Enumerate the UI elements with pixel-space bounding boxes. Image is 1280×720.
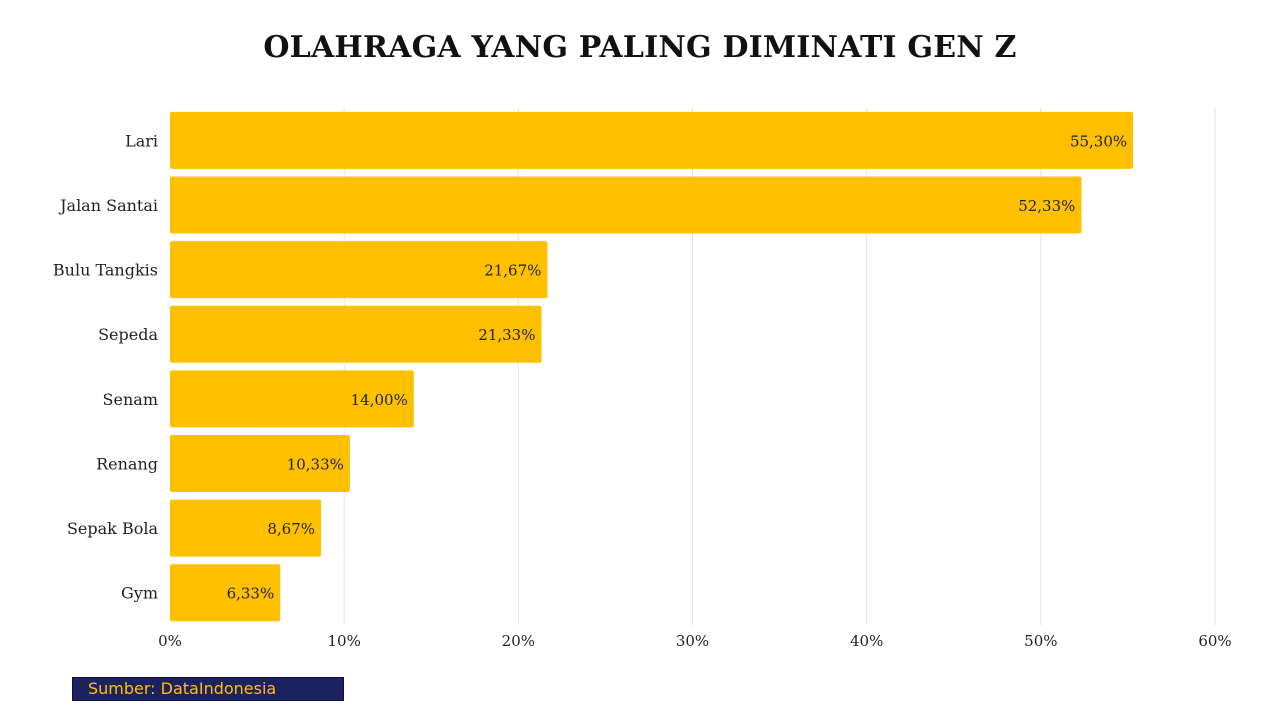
category-label: Sepeda (98, 325, 158, 344)
x-tick-label: 10% (327, 632, 360, 650)
value-label: 21,67% (484, 262, 541, 280)
category-labels: Lari Jalan Santai Bulu Tangkis Sepeda Senam R… (53, 131, 159, 602)
chart-title: OLAHRAGA YANG PALING DIMINATI GEN Z (263, 30, 1017, 65)
bar-jalan-santai (170, 176, 1082, 234)
x-tick-label: 60% (1198, 632, 1231, 650)
value-label: 21,33% (478, 326, 535, 344)
x-tick-label: 50% (1024, 632, 1057, 650)
x-tick-label: 30% (676, 632, 709, 650)
bar-bulu-tangkis (170, 241, 548, 299)
category-label: Jalan Santai (58, 196, 158, 215)
bar-lari (170, 111, 1134, 169)
source-label: Sumber: DataIndonesia (72, 677, 344, 701)
bar-sepeda (170, 305, 542, 363)
x-axis-ticks: 0% 10% 20% 30% 40% 50% 60% (158, 632, 1232, 650)
x-tick-label: 20% (502, 632, 535, 650)
bar-sepak-bola (170, 499, 322, 557)
bars (170, 111, 1134, 622)
bar-senam (170, 370, 414, 428)
category-label: Sepak Bola (67, 519, 159, 538)
value-label: 10,33% (287, 455, 344, 473)
category-label: Gym (121, 584, 158, 603)
category-label: Lari (125, 131, 158, 150)
x-tick-label: 0% (158, 632, 182, 650)
value-label: 6,33% (227, 585, 275, 603)
value-label: 8,67% (267, 520, 315, 538)
bar-gym (170, 564, 281, 622)
value-label: 14,00% (351, 391, 408, 409)
value-labels: 55,30% 52,33% 21,67% 21,33% 14,00% 10,33% 8,67… (227, 132, 1128, 602)
category-label: Renang (96, 454, 158, 473)
value-label: 55,30% (1070, 132, 1127, 150)
x-tick-label: 40% (850, 632, 883, 650)
value-label: 52,33% (1018, 197, 1075, 215)
category-label: Bulu Tangkis (53, 261, 158, 280)
bar-renang (170, 434, 350, 492)
category-label: Senam (103, 390, 158, 409)
